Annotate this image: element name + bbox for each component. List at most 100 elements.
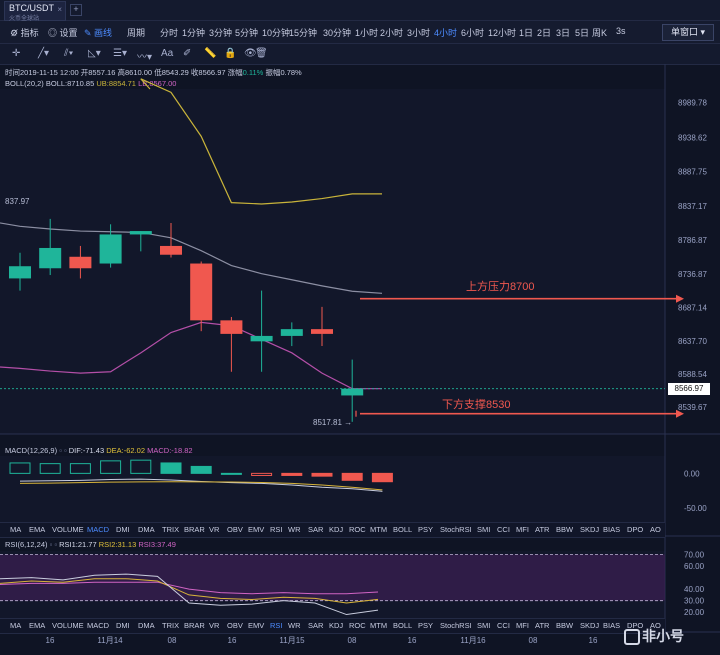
bottom-tab-dpo[interactable]: DPO (627, 621, 644, 630)
bottom-tab-bbw[interactable]: BBW (556, 621, 574, 630)
timeframe-6[interactable]: 30分钟 (323, 28, 352, 38)
brush-icon[interactable]: ✐ (183, 48, 192, 59)
settings-button[interactable]: ◎ 设置 (48, 28, 78, 38)
main-tab-psy[interactable]: PSY (418, 525, 434, 534)
main-tab-mfi[interactable]: MFI (516, 525, 529, 534)
timeframe-12[interactable]: 12小时 (488, 28, 517, 38)
bottom-tab-dmi[interactable]: DMI (116, 621, 130, 630)
main-tab-rsi[interactable]: RSI (270, 525, 283, 534)
timeframe-10[interactable]: 4小时 (434, 28, 458, 38)
close-icon[interactable]: × (57, 5, 62, 14)
bottom-tab-ma[interactable]: MA (10, 621, 22, 630)
bottom-tab-roc[interactable]: ROC (349, 621, 366, 630)
bottom-tab-sar[interactable]: SAR (308, 621, 324, 630)
bottom-tab-macd[interactable]: MACD (87, 621, 110, 630)
trash-icon[interactable]: 🗑 (255, 48, 268, 59)
bottom-tab-ema[interactable]: EMA (29, 621, 46, 630)
rsi-setting-icon[interactable]: ▫ ▫ (49, 540, 58, 549)
main-tab-ema[interactable]: EMA (29, 525, 46, 534)
main-tab-bias[interactable]: BIAS (603, 525, 621, 534)
main-tab-dmi[interactable]: DMI (116, 525, 130, 534)
main-tab-macd[interactable]: MACD (87, 525, 110, 534)
bottom-tab-kdj[interactable]: KDJ (329, 621, 344, 630)
bottom-tab-trix[interactable]: TRIX (162, 621, 180, 630)
bottom-tab-psy[interactable]: PSY (418, 621, 434, 630)
main-tab-skdj[interactable]: SKDJ (580, 525, 600, 534)
bottom-tab-stochrsi[interactable]: StochRSI (440, 621, 472, 630)
bottom-tab-wr[interactable]: WR (288, 621, 301, 630)
main-tab-kdj[interactable]: KDJ (329, 525, 344, 534)
lock-icon[interactable]: 🔒 (224, 48, 237, 59)
timeframe-9[interactable]: 3小时 (407, 28, 431, 38)
triangle-tool-icon[interactable]: ◺▾ (88, 48, 101, 59)
bottom-tab-dma[interactable]: DMA (138, 621, 155, 630)
timeframe-13[interactable]: 1日 (519, 28, 534, 38)
tab-btc-usdt[interactable]: BTC/USDT 火币全球站 × (4, 1, 66, 22)
bottom-tab-brar[interactable]: BRAR (184, 621, 205, 630)
eye-icon[interactable]: 👁 (244, 48, 257, 59)
add-tab-icon[interactable]: + (70, 4, 82, 16)
bottom-tab-emv[interactable]: EMV (248, 621, 265, 630)
main-tab-dpo[interactable]: DPO (627, 525, 644, 534)
timeframe-18[interactable]: 3s (616, 26, 626, 36)
draw-button[interactable]: ✎ 画线 (84, 28, 113, 38)
timeframe-17[interactable]: 周K (592, 28, 608, 38)
ruler-icon[interactable]: 📏 (204, 48, 217, 59)
main-tab-volume[interactable]: VOLUME (52, 525, 84, 534)
bottom-tab-bias[interactable]: BIAS (603, 621, 621, 630)
wave-tool-icon[interactable]: 〰▾ (137, 52, 153, 63)
main-tab-ma[interactable]: MA (10, 525, 22, 534)
bottom-tab-ao[interactable]: AO (650, 621, 661, 630)
timeframe-4[interactable]: 10分钟 (262, 28, 291, 38)
indicator-button[interactable]: ⚙̸ 指标 (10, 28, 39, 38)
bottom-tab-skdj[interactable]: SKDJ (580, 621, 600, 630)
fib-tool-icon[interactable]: ☰▾ (113, 48, 127, 59)
timeframe-0[interactable]: 分时 (160, 28, 179, 38)
bottom-tab-volume[interactable]: VOLUME (52, 621, 84, 630)
bottom-tab-obv[interactable]: OBV (227, 621, 243, 630)
bottom-tab-rsi[interactable]: RSI (270, 621, 283, 630)
main-tab-smi[interactable]: SMI (477, 525, 491, 534)
timeframe-8[interactable]: 2小时 (380, 28, 404, 38)
bottom-tab-mtm[interactable]: MTM (370, 621, 388, 630)
main-tab-bbw[interactable]: BBW (556, 525, 574, 534)
text-tool-icon[interactable]: Aa (161, 48, 174, 59)
main-tab-roc[interactable]: ROC (349, 525, 366, 534)
main-tab-trix[interactable]: TRIX (162, 525, 180, 534)
channel-tool-icon[interactable]: ⫽▾ (64, 48, 74, 59)
info-amplitude: 振幅0.78% (265, 68, 302, 77)
main-tab-obv[interactable]: OBV (227, 525, 243, 534)
main-tab-cci[interactable]: CCI (497, 525, 510, 534)
main-tab-ao[interactable]: AO (650, 525, 661, 534)
timeframe-16[interactable]: 5日 (575, 28, 590, 38)
main-tab-stochrsi[interactable]: StochRSI (440, 525, 472, 534)
line-tool-icon[interactable]: ╱▾ (38, 48, 50, 59)
layout-select[interactable]: 单窗口 ▾ (662, 24, 714, 41)
main-tab-vr[interactable]: VR (209, 525, 220, 534)
timeframe-1[interactable]: 1分钟 (182, 28, 206, 38)
main-tab-boll[interactable]: BOLL (393, 525, 413, 534)
main-tab-wr[interactable]: WR (288, 525, 301, 534)
bottom-tab-vr[interactable]: VR (209, 621, 220, 630)
bottom-tab-cci[interactable]: CCI (497, 621, 510, 630)
timeframe-7[interactable]: 1小时 (355, 28, 379, 38)
main-tab-brar[interactable]: BRAR (184, 525, 205, 534)
timeframe-14[interactable]: 2日 (537, 28, 552, 38)
timeframe-5[interactable]: 15分钟 (289, 28, 318, 38)
timeframe-15[interactable]: 3日 (556, 28, 571, 38)
bottom-tab-mfi[interactable]: MFI (516, 621, 529, 630)
crosshair-icon[interactable]: ✛ (12, 48, 21, 59)
bottom-tab-smi[interactable]: SMI (477, 621, 491, 630)
macd-setting-icon[interactable]: ▫ ▫ (59, 446, 67, 455)
main-tab-dma[interactable]: DMA (138, 525, 155, 534)
timeframe-11[interactable]: 6小时 (461, 28, 485, 38)
main-tab-emv[interactable]: EMV (248, 525, 265, 534)
bottom-tab-boll[interactable]: BOLL (393, 621, 413, 630)
timeframe-3[interactable]: 5分钟 (235, 28, 259, 38)
main-tab-atr[interactable]: ATR (535, 525, 550, 534)
timeframe-2[interactable]: 3分钟 (209, 28, 233, 38)
main-tab-mtm[interactable]: MTM (370, 525, 388, 534)
bottom-tab-atr[interactable]: ATR (535, 621, 550, 630)
main-tab-sar[interactable]: SAR (308, 525, 324, 534)
